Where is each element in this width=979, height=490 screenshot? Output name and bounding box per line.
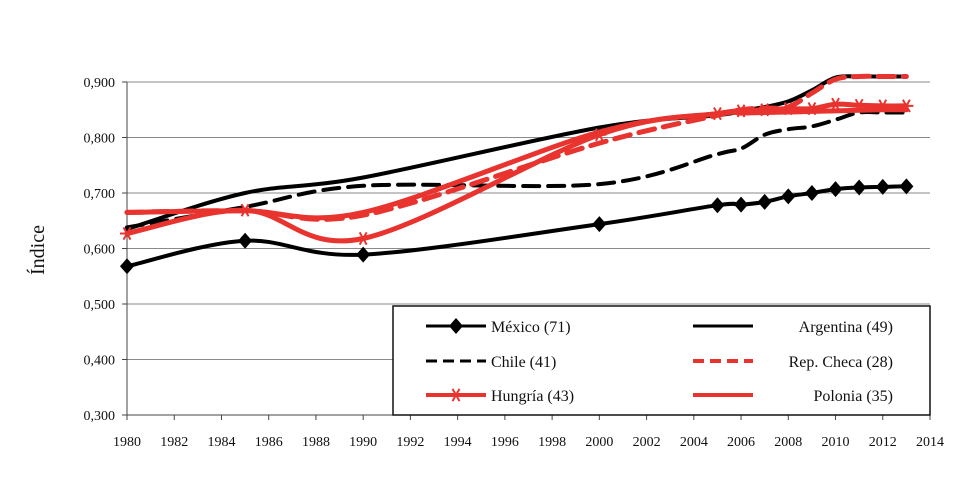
x-tick-label: 1998 — [538, 435, 566, 450]
data-point-hungr-a — [804, 102, 819, 116]
grid-lines — [127, 81, 930, 416]
data-point-m-xico — [828, 181, 843, 198]
data-point-m-xico — [757, 193, 772, 210]
asterisk-stroke — [854, 98, 864, 112]
legend: México (71) Argentina (49) Chile (41) Rep. … — [392, 305, 931, 416]
asterisk-stroke — [902, 99, 911, 113]
asterisk-stroke — [451, 388, 461, 402]
x-tick-label: 1980 — [113, 435, 141, 450]
data-point-hungr-a — [238, 203, 253, 217]
asterisk-stroke — [358, 231, 368, 246]
legend-label-chile: Chile (41) — [491, 354, 556, 371]
data-point-m-xico — [875, 178, 890, 195]
asterisk-stroke — [831, 97, 840, 111]
x-tick-labels: 1980 1982 1984 1986 1988 1990 1992 1994 1996 1998… — [113, 435, 944, 450]
legend-label-argentina: Argentina (49) — [799, 319, 893, 336]
x-tick-label: 2002 — [633, 435, 661, 450]
asterisk-stroke — [594, 128, 604, 142]
data-point-m-xico — [120, 258, 134, 275]
x-tick-label: 1992 — [396, 435, 424, 450]
x-tick-label: 2004 — [680, 435, 708, 450]
y-tick-label: 0,500 — [84, 298, 116, 313]
data-point-m-xico — [852, 179, 867, 196]
data-point-m-xico — [356, 246, 371, 263]
data-point-hungr-a — [757, 103, 772, 117]
asterisk-stroke — [760, 103, 770, 117]
asterisk-stroke — [122, 226, 132, 241]
x-tick-label: 1990 — [349, 435, 377, 450]
series-group — [120, 73, 914, 275]
legend-label-polonia: Polonia (35) — [813, 388, 893, 405]
data-point-m-xico — [734, 196, 749, 213]
data-point-m-xico — [592, 216, 607, 233]
asterisk-stroke — [240, 203, 250, 217]
data-point-m-xico — [899, 178, 914, 195]
y-tick-label: 0,800 — [84, 132, 116, 147]
legend-marker-m-xico — [449, 318, 463, 334]
data-point-hungr-a — [875, 99, 890, 113]
data-point-hungr-a — [734, 104, 749, 118]
asterisk-stroke — [878, 99, 888, 113]
x-tick-label: 2014 — [916, 435, 944, 450]
x-tick-label: 1982 — [160, 435, 188, 450]
data-point-m-xico — [710, 197, 725, 214]
x-tick-label: 2010 — [822, 435, 850, 450]
x-tick-label: 1996 — [491, 435, 519, 450]
x-tick-label: 2000 — [585, 435, 613, 450]
x-tick-label: 2012 — [869, 435, 897, 450]
data-point-hungr-a — [899, 99, 914, 113]
y-axis-label: Índice — [26, 225, 49, 275]
x-tick-label: 2006 — [727, 435, 755, 450]
x-tick-label: 2008 — [774, 435, 802, 450]
asterisk-stroke — [783, 102, 793, 116]
legend-label-hungr-a: Hungría (43) — [491, 388, 574, 405]
data-point-hungr-a — [356, 231, 371, 246]
x-tick-label: 1984 — [207, 435, 235, 450]
legend-label-m-xico: México (71) — [491, 319, 571, 336]
data-point-hungr-a — [781, 102, 796, 116]
data-point-hungr-a — [592, 128, 607, 142]
series-line-chile — [125, 109, 909, 230]
legend-label-rep-checa: Rep. Checa (28) — [789, 354, 893, 371]
x-tick-label: 1988 — [302, 435, 330, 450]
asterisk-stroke — [736, 104, 746, 118]
asterisk-stroke — [713, 107, 722, 121]
data-point-m-xico — [238, 232, 253, 249]
data-point-hungr-a — [828, 97, 843, 111]
x-tick-label: 1986 — [255, 435, 283, 450]
y-tick-label: 0,900 — [84, 76, 116, 91]
y-tick-label: 0,700 — [84, 187, 116, 202]
y-tick-labels: 0,300 0,400 0,500 0,600 0,700 0,800 0,900 — [84, 76, 116, 424]
y-tick-label: 0,400 — [84, 354, 116, 369]
data-point-hungr-a — [120, 226, 134, 241]
data-point-m-xico — [781, 188, 796, 205]
data-point-m-xico — [804, 185, 819, 201]
legend-marker-hungr-a — [449, 388, 463, 402]
y-tick-label: 0,300 — [84, 409, 116, 424]
asterisk-stroke — [807, 102, 817, 116]
data-point-hungr-a — [710, 107, 725, 121]
data-point-hungr-a — [852, 98, 867, 112]
x-tick-label: 1994 — [444, 435, 472, 450]
y-tick-label: 0,600 — [84, 243, 116, 258]
